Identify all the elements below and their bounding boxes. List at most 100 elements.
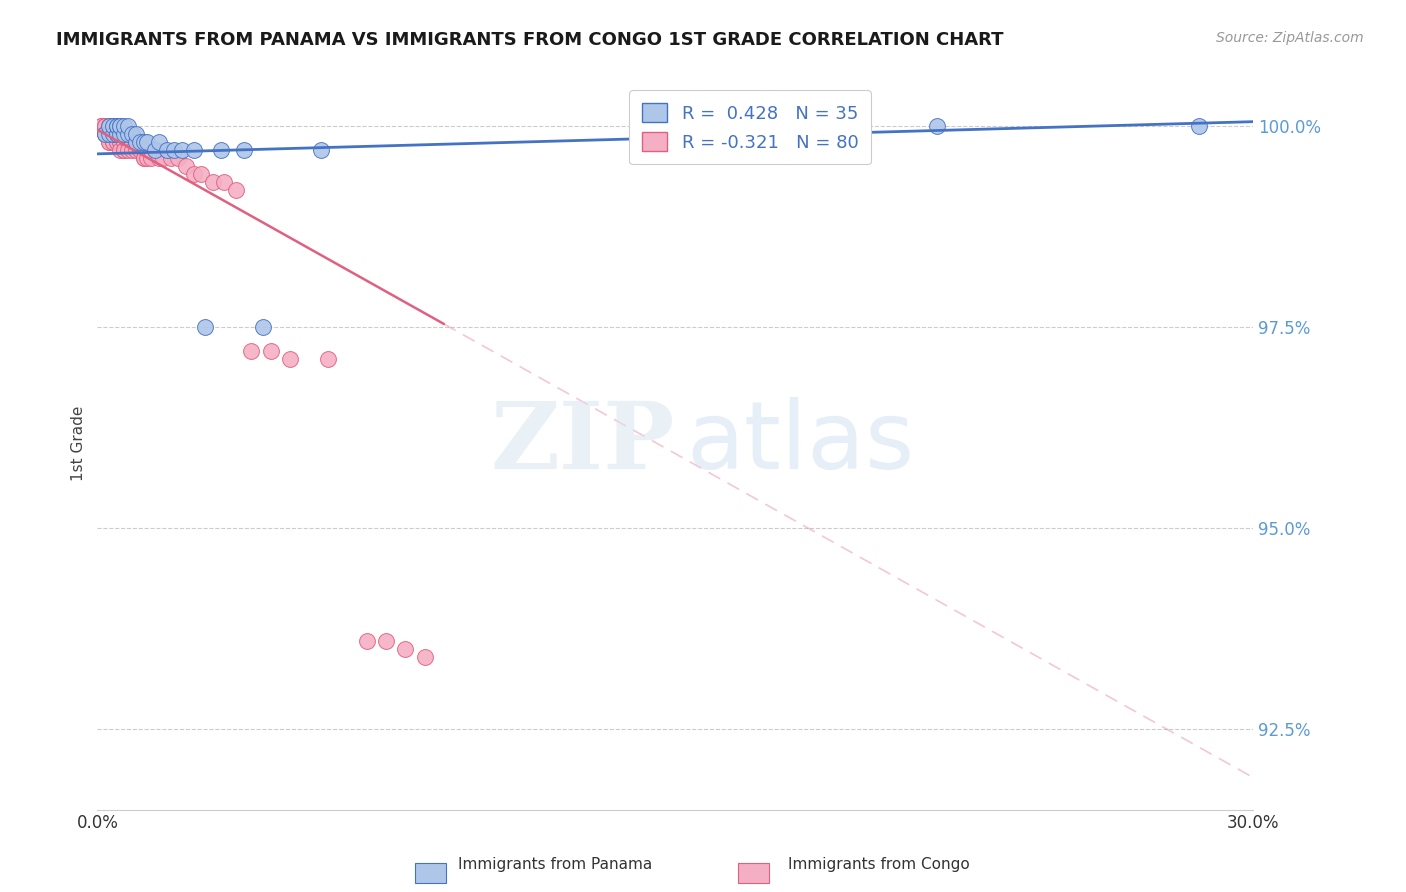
Point: [97, 127, 120, 141]
Text: Immigrants from Panama: Immigrants from Panama: [458, 857, 652, 872]
Point: [112, 127, 135, 141]
Point: [117, 135, 139, 149]
Point: [97, 127, 120, 141]
Point: [132, 151, 155, 165]
Point: [105, 135, 128, 149]
Point: [925, 119, 948, 133]
Point: [125, 143, 148, 157]
Point: [172, 143, 194, 157]
Point: [110, 127, 132, 141]
Point: [110, 119, 132, 133]
Point: [94, 119, 117, 133]
Point: [128, 135, 150, 149]
Point: [105, 127, 128, 141]
Point: [136, 151, 159, 165]
Point: [101, 135, 124, 149]
Point: [105, 127, 128, 141]
Point: [112, 143, 135, 157]
Point: [90, 119, 112, 133]
Point: [260, 343, 283, 358]
Point: [240, 343, 263, 358]
Point: [110, 119, 132, 133]
Point: [105, 119, 128, 133]
Point: [101, 119, 124, 133]
Point: [112, 127, 135, 141]
Point: [110, 127, 132, 141]
Point: [141, 143, 163, 157]
Point: [121, 143, 143, 157]
Point: [101, 119, 124, 133]
Point: [132, 151, 155, 165]
Point: [101, 127, 124, 141]
Text: Immigrants from Congo: Immigrants from Congo: [787, 857, 970, 872]
Point: [232, 143, 254, 157]
Point: [110, 119, 132, 133]
Point: [413, 649, 436, 664]
Point: [136, 135, 159, 149]
Point: [112, 135, 135, 149]
Point: [214, 175, 236, 189]
Legend: R =  0.428   N = 35, R = -0.321   N = 80: R = 0.428 N = 35, R = -0.321 N = 80: [630, 90, 872, 164]
Point: [97, 119, 120, 133]
Point: [101, 127, 124, 141]
Point: [101, 127, 124, 141]
Point: [128, 135, 150, 149]
Point: [105, 119, 128, 133]
Point: [375, 633, 398, 648]
Point: [318, 351, 340, 366]
Point: [309, 143, 332, 157]
Point: [97, 135, 120, 149]
Point: [94, 119, 117, 133]
Point: [112, 127, 135, 141]
Point: [159, 151, 181, 165]
Point: [125, 135, 148, 149]
Point: [101, 119, 124, 133]
Y-axis label: 1st Grade: 1st Grade: [72, 406, 86, 481]
Text: atlas: atlas: [686, 398, 915, 490]
Text: ZIP: ZIP: [491, 399, 675, 489]
Point: [225, 183, 247, 197]
Point: [112, 135, 135, 149]
Point: [97, 119, 120, 133]
Point: [1188, 119, 1211, 133]
Point: [94, 119, 117, 133]
Point: [143, 143, 166, 157]
Point: [117, 127, 139, 141]
Point: [110, 135, 132, 149]
Point: [148, 135, 170, 149]
Point: [97, 127, 120, 141]
Point: [163, 143, 186, 157]
Point: [97, 135, 120, 149]
Point: [97, 119, 120, 133]
Point: [112, 119, 135, 133]
Point: [128, 143, 150, 157]
Point: [101, 127, 124, 141]
Point: [121, 135, 143, 149]
Point: [105, 135, 128, 149]
Point: [209, 143, 232, 157]
Text: Source: ZipAtlas.com: Source: ZipAtlas.com: [1216, 31, 1364, 45]
Point: [117, 127, 139, 141]
Point: [125, 135, 148, 149]
Point: [105, 119, 128, 133]
Point: [105, 127, 128, 141]
Point: [110, 143, 132, 157]
Point: [105, 127, 128, 141]
Text: IMMIGRANTS FROM PANAMA VS IMMIGRANTS FROM CONGO 1ST GRADE CORRELATION CHART: IMMIGRANTS FROM PANAMA VS IMMIGRANTS FRO…: [56, 31, 1004, 49]
Point: [117, 135, 139, 149]
Point: [125, 127, 148, 141]
Point: [94, 127, 117, 141]
Point: [174, 159, 197, 173]
Point: [110, 119, 132, 133]
Point: [121, 127, 143, 141]
Point: [94, 127, 117, 141]
Point: [394, 641, 416, 656]
Point: [90, 119, 112, 133]
Point: [136, 143, 159, 157]
Point: [97, 119, 120, 133]
Point: [156, 143, 179, 157]
Point: [190, 167, 212, 181]
Point: [252, 319, 274, 334]
Point: [152, 151, 174, 165]
Point: [110, 135, 132, 149]
